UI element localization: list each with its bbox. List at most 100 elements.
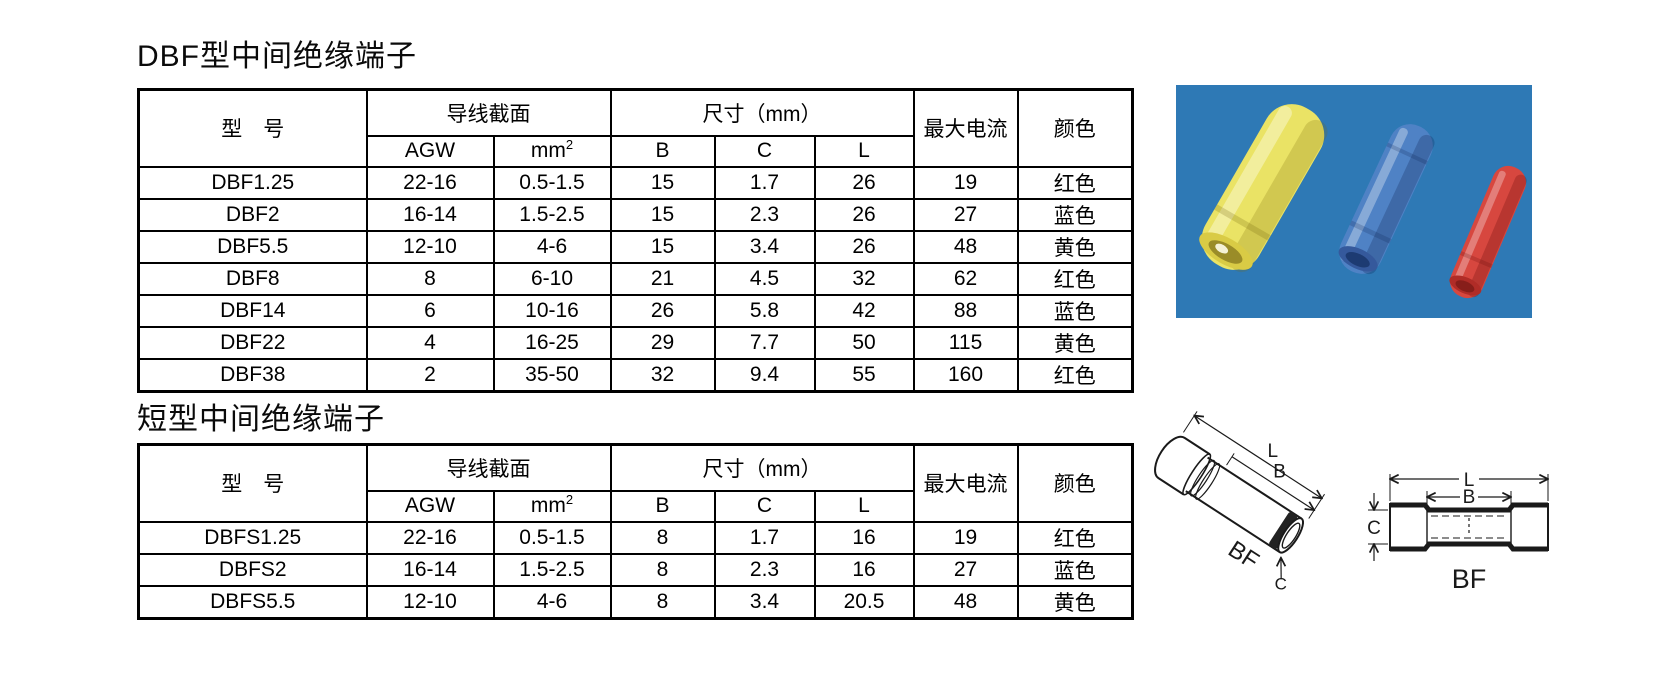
table-row: DBF14 6 10-16 26 5.8 42 88 蓝色	[137, 293, 1134, 328]
cell-agw: 12-10	[365, 584, 495, 619]
cell-c: 2.3	[713, 197, 816, 232]
iso-bf-label: BF	[1223, 536, 1263, 575]
cell-l: 16	[813, 520, 915, 555]
cell-color: 蓝色	[1016, 197, 1134, 232]
header-mm2-sup: 2	[565, 137, 574, 152]
cell-agw: 16-14	[365, 552, 495, 587]
header-row-1: 型 号 导线截面 尺寸（mm） 最大电流 颜色	[137, 88, 1134, 168]
header-agw: AGW	[365, 134, 495, 168]
cell-max-current: 88	[912, 293, 1019, 328]
cell-max-current: 27	[912, 197, 1019, 232]
cell-b: 8	[609, 584, 716, 619]
blue-connector-image	[1338, 124, 1435, 275]
cell-l: 26	[813, 165, 915, 200]
isometric-view: L B C BF	[1154, 411, 1325, 593]
cell-color: 红色	[1016, 357, 1134, 392]
header-mm2-base: mm	[530, 494, 566, 517]
cell-model: DBF22	[137, 325, 368, 360]
cell-color: 红色	[1016, 261, 1134, 296]
cell-max-current: 160	[912, 357, 1019, 392]
cell-l: 42	[813, 293, 915, 328]
cell-mm2: 1.5-2.5	[492, 197, 612, 232]
cell-model: DBF1.25	[137, 165, 368, 200]
header-color: 颜色	[1016, 443, 1134, 523]
cell-c: 3.4	[713, 229, 816, 264]
cell-max-current: 115	[912, 325, 1019, 360]
cell-mm2: 16-25	[492, 325, 612, 360]
cell-c: 1.7	[713, 165, 816, 200]
cell-mm2: 1.5-2.5	[492, 552, 612, 587]
header-row-2: AGW mm2 B C L	[139, 489, 1133, 523]
iso-dim-c-label: C	[1275, 574, 1287, 593]
cell-color: 黄色	[1016, 584, 1134, 619]
header-c: C	[713, 134, 816, 168]
iso-dim-l-label: L	[1268, 441, 1279, 462]
cell-c: 4.5	[713, 261, 816, 296]
cell-color: 红色	[1016, 520, 1134, 555]
table-row: DBFS5.5 12-10 4-6 8 3.4 20.5 48 黄色	[137, 584, 1134, 619]
cell-b: 21	[609, 261, 716, 296]
header-b: B	[609, 489, 716, 523]
cell-model: DBFS1.25	[137, 520, 368, 555]
yellow-connector-image	[1199, 104, 1328, 273]
cell-model: DBF8	[137, 261, 368, 296]
cell-mm2: 0.5-1.5	[492, 165, 612, 200]
header-row-2: AGW mm2 B C L	[139, 134, 1133, 168]
cell-agw: 4	[365, 325, 495, 360]
side-view: L B C BF	[1367, 469, 1548, 594]
product-photo	[1176, 85, 1532, 318]
cell-b: 8	[609, 552, 716, 587]
dimension-diagram: L B C BF L B C BF	[1154, 411, 1570, 594]
cell-mm2: 6-10	[492, 261, 612, 296]
header-c: C	[713, 489, 816, 523]
side-dim-c-label: C	[1367, 518, 1381, 539]
header-mm2-base: mm	[530, 139, 566, 162]
iso-dim-b-label: B	[1273, 462, 1286, 483]
cell-model: DBF38	[137, 357, 368, 392]
header-mm2: mm2	[492, 134, 612, 168]
cell-color: 蓝色	[1016, 552, 1134, 587]
cell-model: DBF14	[137, 293, 368, 328]
header-model: 型 号	[137, 443, 368, 523]
side-dim-l-label: L	[1464, 470, 1475, 491]
header-dimensions: 尺寸（mm）	[609, 443, 915, 492]
header-b: B	[609, 134, 716, 168]
side-bf-label: BF	[1452, 564, 1487, 594]
cell-c: 1.7	[713, 520, 816, 555]
cell-b: 32	[609, 357, 716, 392]
cell-mm2: 0.5-1.5	[492, 520, 612, 555]
cell-mm2: 10-16	[492, 293, 612, 328]
cell-color: 蓝色	[1016, 293, 1134, 328]
cell-agw: 6	[365, 293, 495, 328]
header-max-current: 最大电流	[912, 443, 1019, 523]
cell-l: 50	[813, 325, 915, 360]
cell-b: 15	[609, 229, 716, 264]
cell-max-current: 48	[912, 584, 1019, 619]
header-dimensions: 尺寸（mm）	[609, 88, 915, 137]
table-row: DBF8 8 6-10 21 4.5 32 62 红色	[137, 261, 1134, 296]
cell-mm2: 4-6	[492, 229, 612, 264]
cell-c: 9.4	[713, 357, 816, 392]
cell-agw: 8	[365, 261, 495, 296]
cell-c: 5.8	[713, 293, 816, 328]
cell-max-current: 62	[912, 261, 1019, 296]
section2-title: 短型中间绝缘端子	[137, 403, 385, 436]
header-mm2: mm2	[492, 489, 612, 523]
dbfs-spec-table: 型 号 导线截面 尺寸（mm） 最大电流 颜色 AGW mm2 B C L DB…	[137, 443, 1135, 620]
header-wire-section: 导线截面	[365, 443, 612, 492]
cell-b: 8	[609, 520, 716, 555]
header-max-current: 最大电流	[912, 88, 1019, 168]
cell-model: DBF2	[137, 197, 368, 232]
cell-agw: 22-16	[365, 520, 495, 555]
cell-agw: 16-14	[365, 197, 495, 232]
table-row: DBF1.25 22-16 0.5-1.5 15 1.7 26 19 红色	[137, 165, 1134, 200]
cell-color: 黄色	[1016, 229, 1134, 264]
cell-b: 15	[609, 165, 716, 200]
cell-b: 15	[609, 197, 716, 232]
cell-l: 16	[813, 552, 915, 587]
cell-mm2: 4-6	[492, 584, 612, 619]
dbf-spec-table: 型 号 导线截面 尺寸（mm） 最大电流 颜色 AGW mm2 B C L DB…	[137, 88, 1135, 393]
cell-agw: 12-10	[365, 229, 495, 264]
cell-model: DBF5.5	[137, 229, 368, 264]
